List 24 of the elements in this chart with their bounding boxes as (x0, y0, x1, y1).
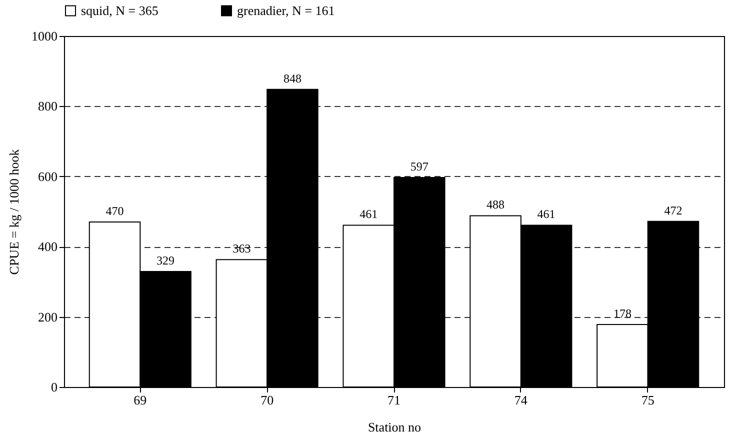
data-label: 848 (283, 71, 302, 86)
x-tick-label: 71 (388, 392, 400, 408)
x-tick-label: 75 (641, 392, 654, 408)
y-tick-label: 800 (38, 98, 58, 114)
data-label: 178 (613, 306, 632, 321)
y-tick-label: 0 (51, 380, 58, 394)
data-label: 472 (664, 203, 682, 218)
y-tick-label: 600 (38, 168, 58, 184)
data-label: 461 (360, 207, 378, 222)
y-tick-label: 1000 (32, 28, 58, 44)
x-axis-title: Station no (368, 420, 422, 434)
x-tick-label: 69 (134, 392, 147, 408)
x-tick-label: 74 (514, 392, 528, 408)
data-label: 461 (537, 207, 556, 222)
y-tick-label: 400 (38, 239, 58, 254)
data-label: 329 (156, 254, 175, 268)
legend-label: squid, N = 365 (81, 2, 158, 18)
data-label: 597 (410, 159, 428, 174)
legend-label: grenadier, N = 161 (237, 2, 335, 18)
x-tick-label: 70 (260, 392, 274, 408)
data-label: 488 (486, 198, 505, 212)
y-axis-title: CPUE = kg / 1000 hook (6, 148, 22, 275)
y-tick-label: 200 (38, 309, 58, 324)
data-label: 470 (106, 204, 124, 218)
